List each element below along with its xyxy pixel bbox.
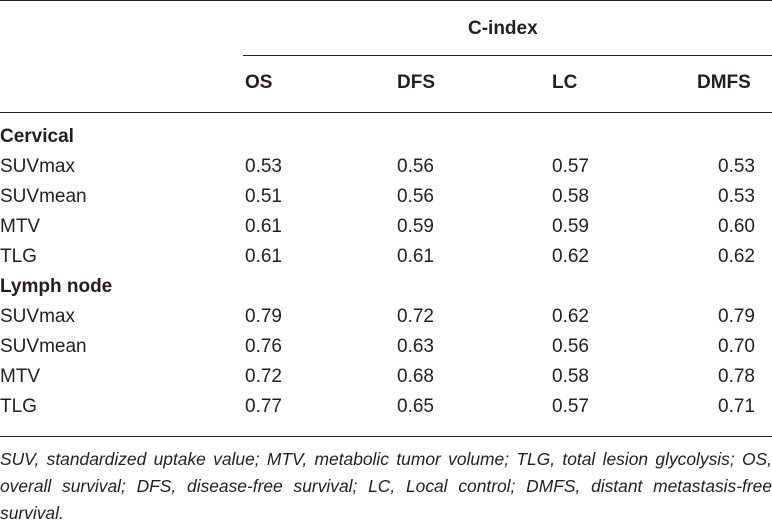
table-cell: 0.59 xyxy=(552,216,589,237)
table-cell: 0.60 xyxy=(718,216,755,237)
table-bottom-rule xyxy=(0,436,772,437)
group-header-c-index: C-index xyxy=(468,18,538,39)
table-cell: 0.61 xyxy=(397,246,434,267)
table-cell: 0.58 xyxy=(552,366,589,387)
table-footnote: SUV, standardized uptake value; MTV, met… xyxy=(0,449,772,523)
table-cell: 0.72 xyxy=(245,366,282,387)
table-cell: 0.57 xyxy=(552,396,589,417)
table-cell: 0.79 xyxy=(245,306,282,327)
row-label: MTV xyxy=(0,216,41,237)
header-bottom-rule xyxy=(0,112,772,113)
table-cell: 0.56 xyxy=(397,156,434,177)
column-header-dmfs: DMFS xyxy=(697,72,751,93)
table-cell: 0.70 xyxy=(718,336,755,357)
row-label: SUVmean xyxy=(0,186,87,207)
table-cell: 0.51 xyxy=(245,186,282,207)
table-cell: 0.56 xyxy=(397,186,434,207)
top-rule xyxy=(0,0,772,1)
table-cell: 0.61 xyxy=(245,246,282,267)
row-label: TLG xyxy=(0,246,37,267)
table-cell: 0.72 xyxy=(397,306,434,327)
group-header-rule xyxy=(243,55,772,56)
table-cell: 0.65 xyxy=(397,396,434,417)
table-cell: 0.53 xyxy=(718,186,755,207)
row-label: SUVmax xyxy=(0,306,75,327)
table-cell: 0.53 xyxy=(718,156,755,177)
table-cell: 0.53 xyxy=(245,156,282,177)
table-cell: 0.58 xyxy=(552,186,589,207)
table-cell: 0.62 xyxy=(718,246,755,267)
table-cell: 0.77 xyxy=(245,396,282,417)
row-label: SUVmax xyxy=(0,156,75,177)
table-cell: 0.62 xyxy=(552,246,589,267)
row-label: SUVmean xyxy=(0,336,87,357)
row-label: MTV xyxy=(0,366,41,387)
section-title-lymph-node: Lymph node xyxy=(0,276,113,297)
table-cell: 0.61 xyxy=(245,216,282,237)
table-cell: 0.78 xyxy=(718,366,755,387)
table-cell: 0.56 xyxy=(552,336,589,357)
table-cell: 0.68 xyxy=(397,366,434,387)
section-title-cervical: Cervical xyxy=(0,126,74,147)
column-header-dfs: DFS xyxy=(397,72,435,93)
table-cell: 0.76 xyxy=(245,336,282,357)
table-cell: 0.62 xyxy=(552,306,589,327)
table-cell: 0.79 xyxy=(718,306,755,327)
table-cell: 0.71 xyxy=(718,396,755,417)
table-cell: 0.59 xyxy=(397,216,434,237)
column-header-lc: LC xyxy=(552,72,578,93)
column-header-os: OS xyxy=(245,72,273,93)
table-cell: 0.63 xyxy=(397,336,434,357)
table-cell: 0.57 xyxy=(552,156,589,177)
row-label: TLG xyxy=(0,396,37,417)
